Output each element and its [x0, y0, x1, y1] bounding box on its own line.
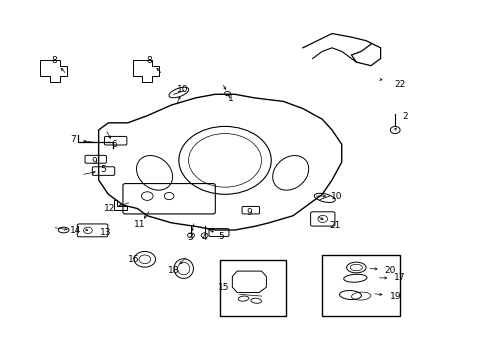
Text: 19: 19 — [388, 292, 400, 301]
Text: 10: 10 — [177, 85, 188, 94]
Text: 22: 22 — [394, 80, 405, 89]
Text: 14: 14 — [69, 226, 81, 235]
Text: 15: 15 — [218, 283, 229, 292]
Text: 8: 8 — [146, 56, 152, 65]
Text: 8: 8 — [51, 56, 57, 65]
Text: 18: 18 — [168, 266, 180, 275]
Text: 9: 9 — [246, 208, 252, 217]
Text: 1: 1 — [227, 94, 233, 103]
Text: 5: 5 — [101, 166, 106, 175]
Text: 6: 6 — [111, 140, 117, 149]
Text: 20: 20 — [384, 266, 395, 275]
Text: 10: 10 — [330, 192, 342, 201]
Text: 5: 5 — [218, 232, 224, 241]
Text: 16: 16 — [128, 255, 139, 264]
Text: 11: 11 — [134, 220, 145, 229]
Text: 12: 12 — [104, 204, 115, 213]
Text: 2: 2 — [401, 112, 407, 121]
Text: 3: 3 — [187, 233, 193, 242]
Text: 4: 4 — [202, 233, 207, 242]
Text: 17: 17 — [393, 273, 405, 282]
Text: 13: 13 — [100, 228, 111, 237]
Text: 7: 7 — [70, 135, 76, 144]
Text: 21: 21 — [328, 221, 340, 230]
Bar — [322, 255, 399, 316]
Bar — [220, 260, 285, 316]
Text: 9: 9 — [92, 157, 98, 166]
